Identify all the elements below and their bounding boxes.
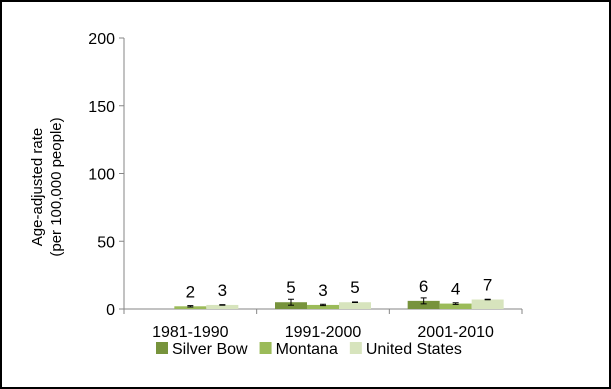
data-label: 4 bbox=[451, 280, 460, 299]
y-tick-label: 0 bbox=[106, 302, 115, 319]
y-axis: 0 50 100 150 200 bbox=[88, 31, 125, 319]
data-label: 2 bbox=[186, 282, 195, 301]
bar bbox=[206, 304, 239, 309]
legend-swatch bbox=[259, 342, 272, 354]
bar bbox=[307, 304, 339, 309]
x-tick-label: 1981-1990 bbox=[152, 324, 229, 341]
data-label: 5 bbox=[350, 278, 359, 297]
y-axis-title-line1: Age-adjusted rate bbox=[29, 128, 46, 246]
y-tick-label: 150 bbox=[88, 99, 115, 116]
legend: Silver Bow Montana United States bbox=[156, 341, 462, 358]
legend-swatch bbox=[349, 342, 362, 354]
data-label: 3 bbox=[218, 281, 227, 300]
x-tick-label: 1991-2000 bbox=[285, 324, 362, 341]
y-tick-label: 100 bbox=[88, 167, 115, 184]
x-tick-label: 2001-2010 bbox=[417, 324, 494, 341]
bars bbox=[174, 297, 504, 309]
bar bbox=[174, 306, 207, 309]
bar bbox=[471, 299, 504, 309]
y-axis-title-line2: (per 100,000 people) bbox=[48, 117, 65, 256]
bar bbox=[439, 303, 472, 309]
bar bbox=[339, 302, 371, 309]
data-label: 7 bbox=[483, 276, 492, 295]
x-axis: 1981-1990 1991-2000 2001-2010 bbox=[123, 308, 523, 341]
legend-label: Montana bbox=[276, 341, 338, 358]
data-label: 5 bbox=[286, 278, 295, 297]
data-label: 3 bbox=[318, 281, 327, 300]
bar bbox=[407, 300, 440, 309]
y-tick-label: 50 bbox=[97, 234, 115, 251]
data-label: 6 bbox=[419, 277, 428, 296]
data-labels: 5 6 2 3 4 3 5 7 bbox=[186, 276, 493, 302]
y-tick-label: 200 bbox=[88, 31, 115, 48]
legend-label: Silver Bow bbox=[172, 341, 248, 358]
legend-label: United States bbox=[366, 341, 462, 358]
legend-swatch bbox=[156, 342, 168, 354]
